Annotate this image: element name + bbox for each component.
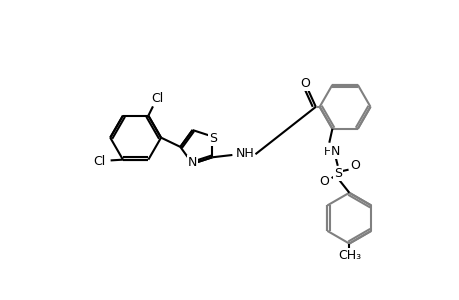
Text: S: S: [333, 167, 341, 180]
Text: Cl: Cl: [151, 92, 163, 105]
Text: O: O: [318, 175, 328, 188]
Text: Cl: Cl: [94, 155, 106, 168]
Text: N: N: [330, 146, 339, 158]
Text: S: S: [209, 131, 217, 145]
Text: H: H: [324, 147, 332, 157]
Text: CH₃: CH₃: [337, 249, 360, 262]
Text: O: O: [349, 159, 359, 172]
Text: NH: NH: [235, 147, 253, 160]
Text: N: N: [187, 157, 197, 169]
Text: O: O: [299, 77, 309, 90]
